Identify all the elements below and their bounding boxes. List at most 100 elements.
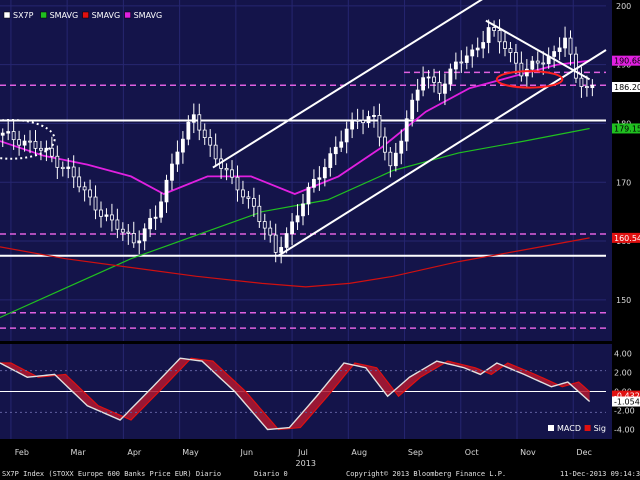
candle-body bbox=[268, 227, 273, 236]
candle-body bbox=[470, 49, 475, 57]
legend-label: SMAVG bbox=[50, 11, 79, 20]
candle-body bbox=[415, 89, 420, 101]
candle-body bbox=[563, 37, 567, 49]
candle-body bbox=[361, 119, 365, 124]
candle-body bbox=[180, 138, 185, 153]
footer-copyright: Copyright© 2013 Bloomberg Finance L.P. bbox=[346, 470, 506, 478]
candle-body bbox=[579, 77, 584, 87]
candle-body bbox=[317, 177, 322, 180]
candle-body bbox=[399, 140, 404, 154]
macd-tick-label: -2.00 bbox=[614, 407, 635, 416]
month-label: Sep bbox=[408, 448, 423, 457]
price-last-value-label: 179.15 bbox=[614, 124, 640, 133]
price-panel-background bbox=[0, 0, 612, 341]
candle-body bbox=[126, 231, 131, 234]
candle-body bbox=[312, 178, 316, 188]
macd-legend-label: MACD bbox=[557, 424, 581, 433]
candle-body bbox=[131, 233, 136, 244]
candle-body bbox=[55, 155, 60, 168]
candle-body bbox=[377, 115, 382, 138]
year-label: 2013 bbox=[296, 459, 316, 468]
candle-body bbox=[552, 51, 557, 57]
candle-body bbox=[530, 60, 535, 70]
candle-body bbox=[448, 68, 453, 85]
month-label: Apr bbox=[127, 448, 142, 457]
candle-body bbox=[524, 68, 529, 77]
candle-body bbox=[514, 52, 518, 64]
candle-body bbox=[295, 215, 300, 223]
candle-body bbox=[22, 140, 27, 146]
month-label: Jul bbox=[297, 448, 308, 457]
candle-body bbox=[404, 118, 409, 142]
candle-body bbox=[77, 176, 82, 188]
macd-last-value-box bbox=[612, 396, 640, 407]
footer-timestamp: 11-Dec-2013 09:14:31 bbox=[560, 470, 640, 478]
month-label: Mar bbox=[71, 448, 87, 457]
legend-swatch bbox=[124, 11, 131, 19]
month-label: May bbox=[182, 448, 199, 457]
sma-red-line bbox=[0, 237, 590, 288]
candle-body bbox=[279, 247, 284, 253]
candle-body bbox=[301, 203, 305, 217]
candle-body bbox=[426, 76, 431, 79]
candle-body bbox=[443, 83, 447, 94]
sma-magenta-line bbox=[0, 59, 590, 195]
candle-body bbox=[541, 62, 546, 65]
macd-tick-label: 2.00 bbox=[614, 369, 632, 378]
candle-body bbox=[437, 81, 442, 94]
candle-body bbox=[481, 42, 486, 49]
candle-body bbox=[475, 47, 480, 51]
price-tick-label: 170 bbox=[616, 178, 631, 187]
candle-body bbox=[328, 153, 333, 168]
candle-body bbox=[393, 152, 398, 167]
candle-body bbox=[104, 214, 109, 217]
candle-body bbox=[492, 27, 496, 31]
moving-average-lines bbox=[0, 59, 590, 319]
month-label: Oct bbox=[465, 448, 479, 457]
trend-channel-line bbox=[277, 49, 607, 257]
candle-body bbox=[372, 115, 376, 117]
macd-legend-swatch bbox=[584, 425, 591, 431]
candle-body bbox=[71, 166, 76, 178]
candle-body bbox=[508, 48, 513, 53]
sma-green-line bbox=[0, 127, 590, 319]
candle-body bbox=[33, 140, 38, 149]
candle-body bbox=[213, 144, 218, 160]
price-tick-label: 150 bbox=[616, 296, 631, 305]
macd-last-value-label: -1.0541 bbox=[614, 398, 640, 407]
candle-body bbox=[284, 233, 289, 248]
footer-security: SX7P Index (STOXX Europe 600 Banks Price… bbox=[2, 470, 221, 478]
price-last-value-box bbox=[612, 123, 640, 134]
candle-body bbox=[497, 30, 502, 43]
candle-body bbox=[137, 240, 142, 244]
candle-body bbox=[251, 198, 256, 207]
candle-body bbox=[366, 116, 371, 124]
macd-tick-label: -4.00 bbox=[614, 426, 635, 435]
candle-body bbox=[432, 76, 436, 83]
candle-body bbox=[120, 228, 125, 233]
candle-body bbox=[344, 128, 349, 143]
legend-swatch bbox=[3, 11, 11, 19]
candle-body bbox=[464, 55, 469, 63]
candle-body bbox=[11, 131, 16, 141]
legend: SX7P SMAVG SMAVG SMAVG bbox=[3, 11, 162, 20]
candle-body bbox=[17, 139, 22, 146]
candle-body bbox=[421, 77, 426, 91]
price-last-value-label: 190.68 bbox=[614, 57, 640, 66]
month-label: Feb bbox=[15, 448, 29, 457]
month-label: Aug bbox=[351, 448, 367, 457]
candle-body bbox=[568, 37, 573, 55]
price-last-value-box bbox=[612, 55, 640, 66]
price-last-value-label: 186.20 bbox=[614, 83, 640, 92]
candle-body bbox=[350, 119, 355, 130]
candle-body bbox=[49, 147, 54, 157]
candle-body bbox=[535, 60, 540, 64]
macd-signal-line bbox=[0, 357, 591, 431]
candle-body bbox=[306, 186, 311, 205]
candle-body bbox=[39, 147, 43, 151]
candle-body bbox=[388, 151, 393, 167]
candle-body bbox=[208, 137, 213, 146]
trend-channel-line bbox=[212, 0, 483, 169]
candle-body bbox=[110, 214, 114, 221]
